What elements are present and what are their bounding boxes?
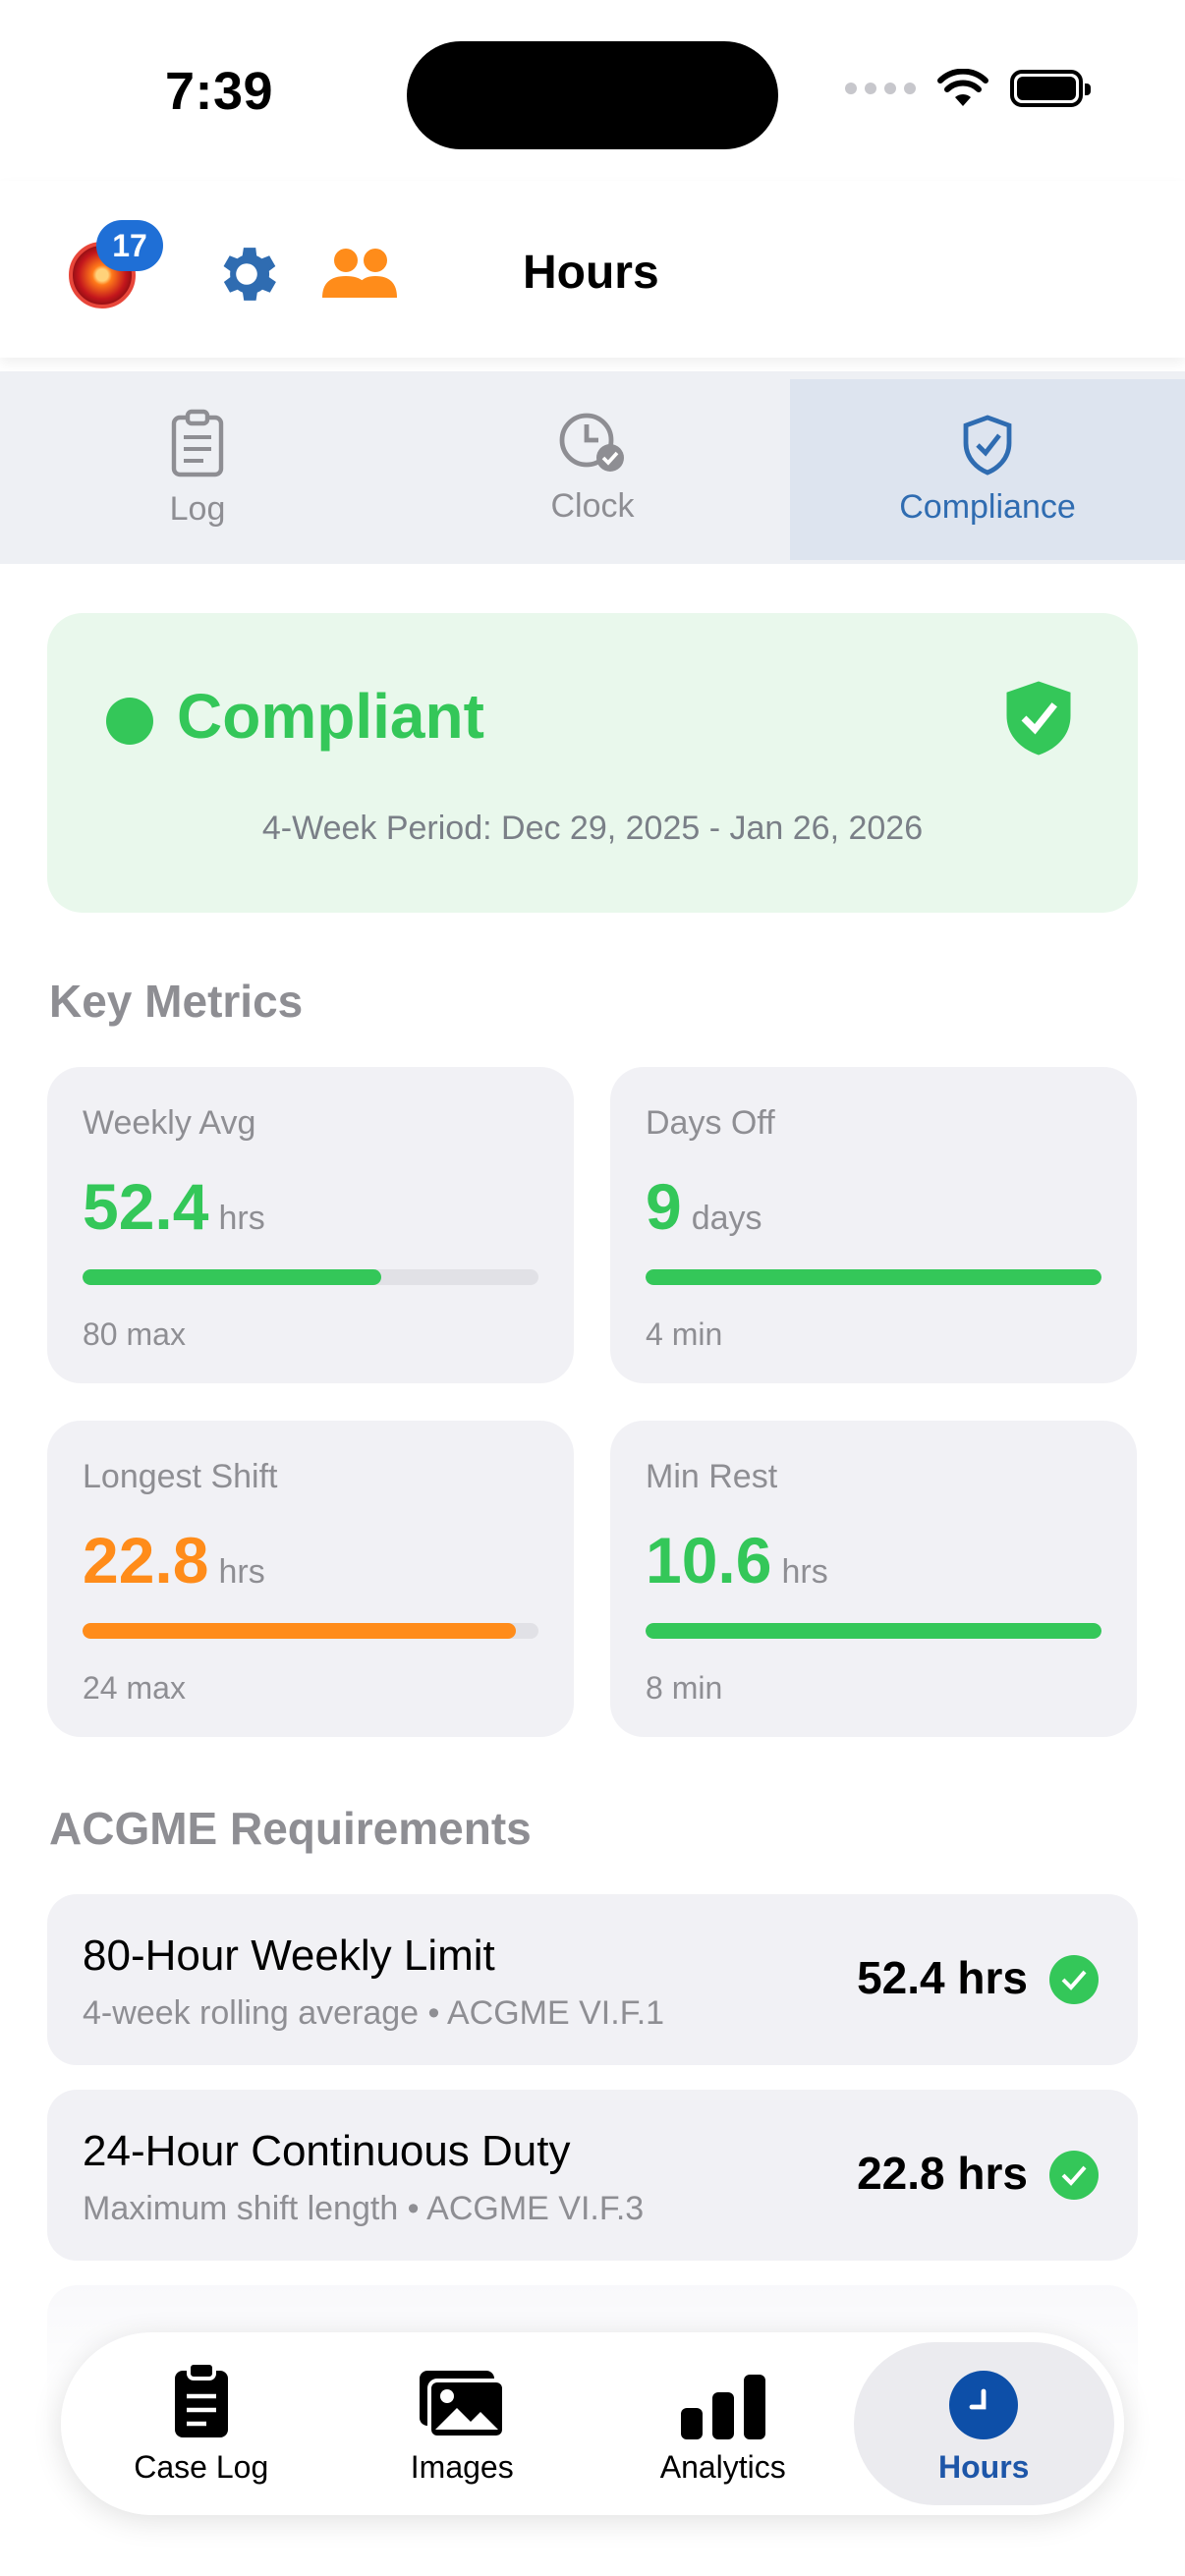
nav-label: Hours xyxy=(938,2448,1030,2485)
requirement-row[interactable]: 24-Hour Continuous Duty Maximum shift le… xyxy=(47,2090,1138,2261)
people-icon[interactable] xyxy=(320,242,399,307)
metric-limit: 24 max xyxy=(83,1670,186,1706)
tab-clock[interactable]: Clock xyxy=(395,371,790,564)
section-title-requirements: ACGME Requirements xyxy=(49,1803,532,1854)
metric-unit: hrs xyxy=(781,1553,828,1591)
metric-value: 52.4 hrs xyxy=(83,1169,265,1244)
nav-analytics[interactable]: Analytics xyxy=(592,2342,854,2505)
metric-label: Longest Shift xyxy=(83,1458,278,1495)
cellular-signal-icon xyxy=(845,83,916,94)
metric-progress-fill xyxy=(83,1623,516,1639)
metric-card-weekly-avg: Weekly Avg 52.4 hrs 80 max xyxy=(47,1067,574,1383)
shield-check-icon xyxy=(1006,681,1071,756)
metric-progress-bar xyxy=(83,1623,538,1639)
status-indicators xyxy=(845,69,1091,108)
check-circle-icon xyxy=(1049,2151,1099,2200)
segmented-tabs: Log Clock Compliance xyxy=(0,371,1185,564)
metric-card-days-off: Days Off 9 days 4 min xyxy=(610,1067,1137,1383)
metric-unit: days xyxy=(691,1200,762,1237)
status-time: 7:39 xyxy=(165,62,274,121)
metric-limit: 8 min xyxy=(646,1670,723,1706)
metric-value: 9 days xyxy=(646,1169,762,1244)
compliance-status-card: Compliant 4-Week Period: Dec 29, 2025 - … xyxy=(47,613,1138,913)
app-header: 17 Hours xyxy=(0,181,1185,358)
requirement-description: Maximum shift length xyxy=(83,2190,399,2227)
tab-label: Compliance xyxy=(899,487,1076,526)
nav-label: Case Log xyxy=(134,2448,269,2485)
requirement-title: 24-Hour Continuous Duty xyxy=(83,2127,571,2175)
metric-limit: 4 min xyxy=(646,1316,723,1352)
clock-icon xyxy=(949,2370,1019,2439)
nav-label: Images xyxy=(410,2448,514,2485)
requirement-reference: ACGME VI.F.1 xyxy=(447,1994,665,2032)
bar-chart-icon xyxy=(680,2374,765,2439)
compliance-period: 4-Week Period: Dec 29, 2025 - Jan 26, 20… xyxy=(261,810,924,847)
metric-unit: hrs xyxy=(218,1553,265,1591)
metric-progress-fill xyxy=(646,1269,1101,1285)
requirement-title: 80-Hour Weekly Limit xyxy=(83,1932,495,1980)
clipboard-icon xyxy=(171,409,224,476)
shield-check-icon xyxy=(963,414,1012,476)
metric-unit: hrs xyxy=(218,1200,265,1237)
compliance-status: Compliant xyxy=(177,681,484,752)
metric-number: 22.8 xyxy=(83,1524,209,1596)
nav-hours[interactable]: Hours xyxy=(853,2342,1114,2505)
requirement-row[interactable]: 80-Hour Weekly Limit 4-week rolling aver… xyxy=(47,1894,1138,2065)
metric-progress-fill xyxy=(83,1269,381,1285)
status-dot xyxy=(106,698,153,745)
metric-limit: 80 max xyxy=(83,1316,186,1352)
clipboard-icon xyxy=(174,2360,228,2437)
metric-value: 22.8 hrs xyxy=(83,1523,265,1597)
gear-icon[interactable] xyxy=(210,238,283,310)
metric-value: 10.6 hrs xyxy=(646,1523,828,1597)
nav-case-log[interactable]: Case Log xyxy=(71,2342,332,2505)
dynamic-island xyxy=(407,41,778,149)
check-circle-icon xyxy=(1049,1955,1099,2004)
notification-badge: 17 xyxy=(96,220,163,271)
requirement-description: 4-week rolling average xyxy=(83,1994,420,2032)
metric-progress-bar xyxy=(646,1623,1101,1639)
photos-icon xyxy=(420,2370,507,2439)
tab-label: Log xyxy=(169,489,226,528)
metric-card-min-rest: Min Rest 10.6 hrs 8 min xyxy=(610,1421,1137,1737)
status-bar: 7:39 xyxy=(0,0,1185,177)
metric-label: Days Off xyxy=(646,1104,775,1142)
battery-icon xyxy=(1010,70,1091,107)
requirement-subtitle: 4-week rolling average • ACGME VI.F.1 xyxy=(83,1994,665,2032)
metric-label: Min Rest xyxy=(646,1458,778,1495)
metric-card-longest-shift: Longest Shift 22.8 hrs 24 max xyxy=(47,1421,574,1737)
metric-number: 9 xyxy=(646,1170,682,1243)
metric-progress-fill xyxy=(646,1623,1101,1639)
clock-check-icon xyxy=(559,413,624,472)
requirement-value: 22.8 hrs xyxy=(857,2148,1028,2199)
metric-number: 52.4 xyxy=(83,1170,209,1243)
section-title-key-metrics: Key Metrics xyxy=(49,976,304,1027)
metric-number: 10.6 xyxy=(646,1524,772,1596)
metric-progress-bar xyxy=(83,1269,538,1285)
requirement-value: 52.4 hrs xyxy=(857,1952,1028,2003)
requirement-reference: ACGME VI.F.3 xyxy=(426,2190,645,2227)
metric-progress-bar xyxy=(646,1269,1101,1285)
tab-log[interactable]: Log xyxy=(0,371,395,564)
bottom-tab-bar: Case Log Images Analytics xyxy=(61,2332,1124,2515)
requirement-subtitle: Maximum shift length • ACGME VI.F.3 xyxy=(83,2190,645,2227)
tab-label: Clock xyxy=(550,486,635,525)
wifi-icon xyxy=(937,69,988,106)
tab-compliance[interactable]: Compliance xyxy=(790,379,1185,560)
page-title: Hours xyxy=(523,247,659,299)
nav-label: Analytics xyxy=(659,2448,786,2485)
nav-images[interactable]: Images xyxy=(332,2342,593,2505)
metric-label: Weekly Avg xyxy=(83,1104,256,1142)
